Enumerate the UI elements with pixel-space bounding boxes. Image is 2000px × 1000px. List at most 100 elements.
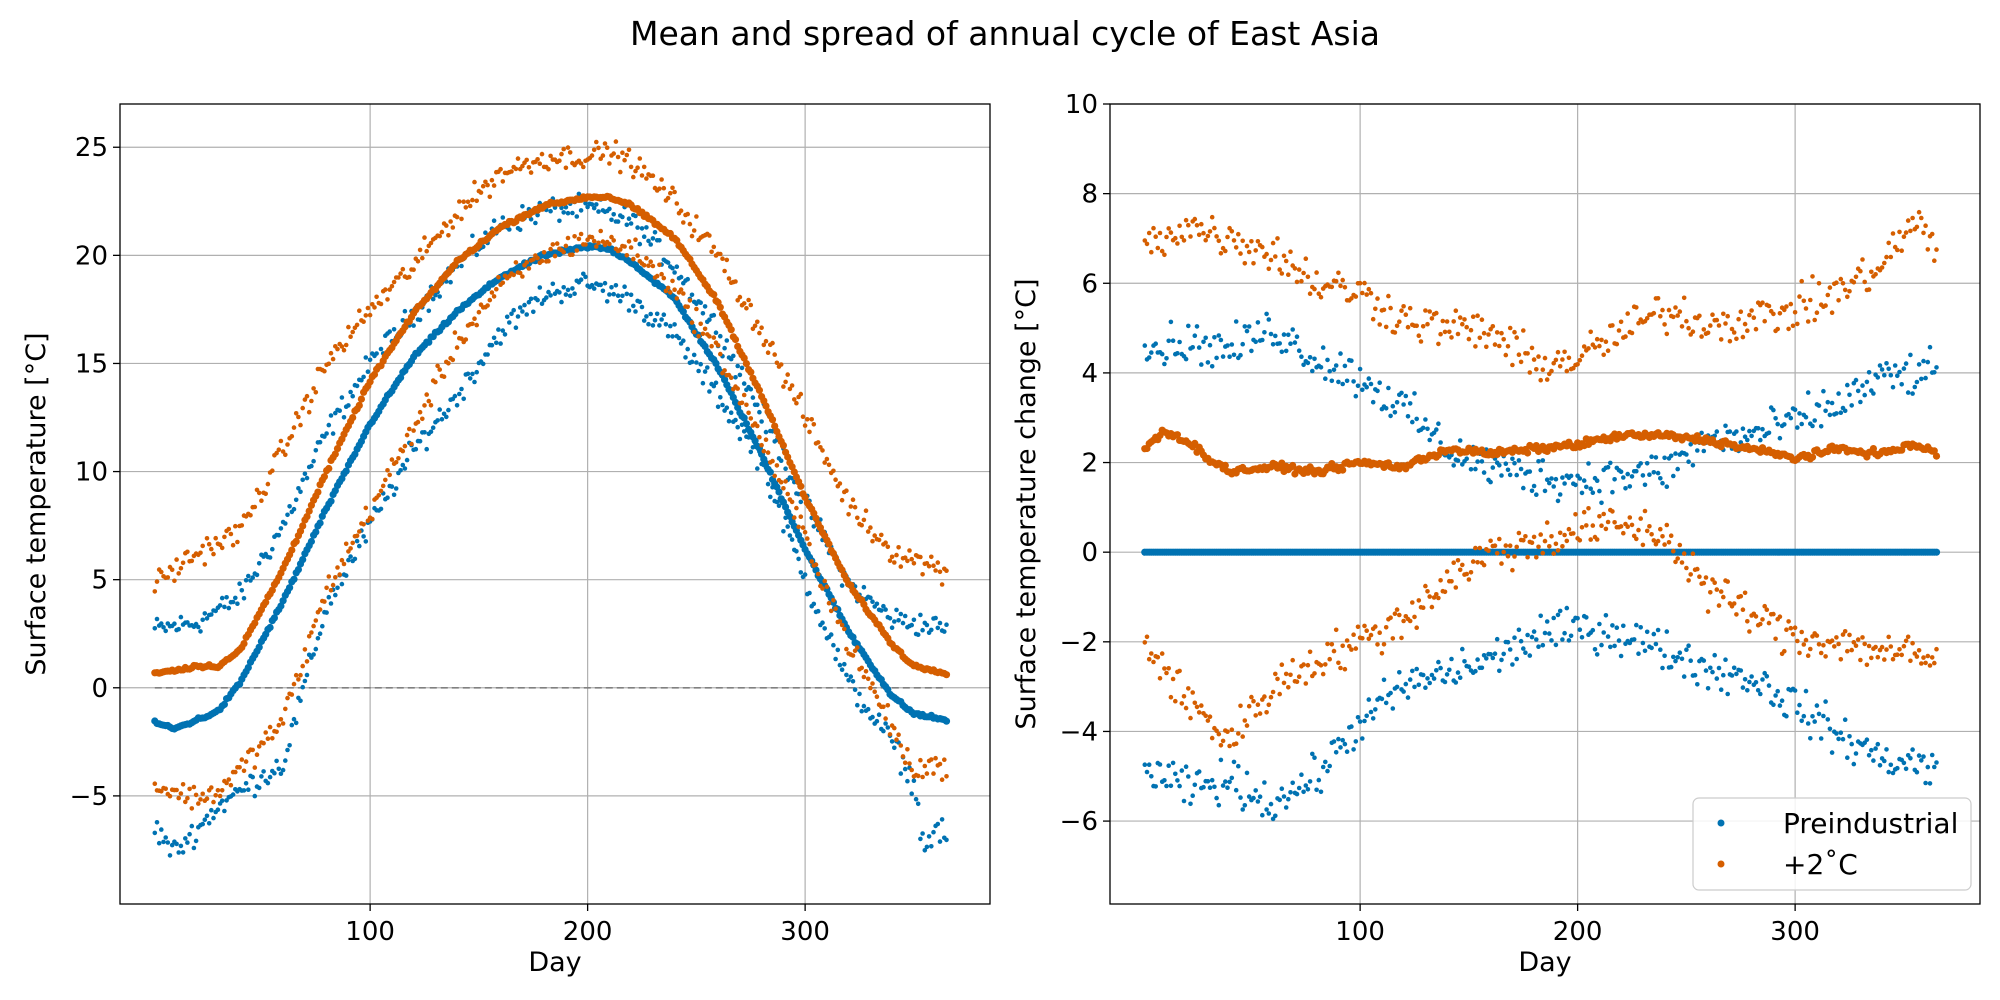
data-point bbox=[1401, 304, 1406, 309]
data-point bbox=[1416, 682, 1422, 688]
data-point bbox=[496, 274, 501, 280]
data-point bbox=[226, 526, 232, 532]
data-point bbox=[1144, 241, 1150, 247]
data-point bbox=[1390, 706, 1396, 711]
data-point bbox=[354, 383, 360, 389]
data-point bbox=[363, 355, 369, 360]
data-point bbox=[222, 534, 227, 540]
data-point bbox=[757, 330, 762, 336]
data-point bbox=[1438, 578, 1443, 583]
data-point bbox=[911, 778, 917, 783]
data-point bbox=[426, 308, 432, 314]
data-point bbox=[1616, 328, 1622, 333]
y-tick-label: −4 bbox=[1060, 717, 1098, 747]
data-point bbox=[298, 422, 303, 428]
data-point bbox=[1442, 589, 1448, 595]
data-point bbox=[1177, 339, 1182, 345]
data-point bbox=[1644, 461, 1650, 466]
data-point bbox=[211, 551, 216, 557]
data-point bbox=[294, 566, 302, 574]
data-point bbox=[1407, 618, 1413, 624]
data-point bbox=[1410, 600, 1415, 605]
data-point bbox=[1244, 328, 1250, 334]
data-point bbox=[1279, 349, 1285, 355]
data-point bbox=[1910, 391, 1915, 396]
data-point bbox=[1173, 235, 1178, 241]
data-point bbox=[509, 311, 514, 317]
data-point bbox=[622, 157, 627, 163]
data-point bbox=[572, 291, 577, 297]
data-point bbox=[1897, 229, 1902, 235]
data-point bbox=[833, 606, 838, 611]
data-point bbox=[557, 290, 562, 295]
data-point bbox=[428, 240, 434, 246]
data-point bbox=[1695, 566, 1700, 572]
data-point bbox=[1658, 647, 1663, 652]
data-point bbox=[1355, 715, 1361, 720]
data-point bbox=[163, 835, 168, 840]
data-point bbox=[1314, 270, 1319, 275]
data-point bbox=[325, 464, 333, 473]
data-point bbox=[1288, 249, 1293, 254]
data-point bbox=[380, 483, 386, 489]
data-point bbox=[1842, 408, 1848, 414]
data-point bbox=[1312, 286, 1317, 292]
data-point bbox=[1579, 525, 1585, 530]
data-point bbox=[1473, 344, 1478, 349]
data-point bbox=[1814, 703, 1820, 708]
data-point bbox=[559, 299, 564, 305]
data-point bbox=[1882, 260, 1887, 266]
data-point bbox=[1205, 779, 1211, 784]
data-point bbox=[1475, 560, 1480, 565]
data-point bbox=[668, 290, 673, 295]
data-point bbox=[1886, 240, 1891, 246]
data-point bbox=[1681, 674, 1687, 679]
data-point bbox=[1209, 214, 1215, 220]
data-point bbox=[1688, 442, 1693, 447]
data-point bbox=[1914, 224, 1920, 230]
data-point bbox=[1901, 760, 1907, 766]
y-tick-label: 15 bbox=[75, 349, 108, 379]
data-point bbox=[342, 467, 350, 475]
data-point bbox=[276, 447, 282, 453]
data-point bbox=[1858, 657, 1863, 663]
data-point bbox=[868, 525, 873, 530]
data-point bbox=[361, 534, 366, 539]
data-point bbox=[1344, 749, 1350, 754]
data-point bbox=[755, 466, 760, 471]
data-point bbox=[1316, 777, 1322, 783]
data-point bbox=[1877, 763, 1883, 768]
data-point bbox=[1238, 795, 1243, 800]
series-mean-points bbox=[151, 242, 951, 733]
data-point bbox=[1758, 621, 1763, 627]
data-point bbox=[1766, 683, 1772, 688]
data-point bbox=[1475, 657, 1480, 662]
data-point bbox=[1581, 344, 1587, 349]
data-point bbox=[1229, 342, 1235, 347]
data-point bbox=[691, 228, 697, 233]
data-point bbox=[905, 558, 910, 564]
data-point bbox=[1249, 239, 1254, 244]
data-point bbox=[1388, 615, 1393, 620]
data-point bbox=[846, 512, 851, 517]
data-point bbox=[180, 782, 186, 787]
data-point bbox=[219, 545, 225, 551]
data-point bbox=[1244, 723, 1250, 728]
data-point bbox=[1144, 769, 1150, 775]
data-point bbox=[1242, 718, 1248, 723]
data-point bbox=[1242, 324, 1248, 329]
data-point bbox=[1577, 538, 1583, 543]
data-point bbox=[1323, 662, 1328, 667]
data-point bbox=[887, 558, 893, 563]
data-point bbox=[1173, 698, 1178, 704]
data-point bbox=[1462, 659, 1467, 664]
data-point bbox=[763, 429, 769, 435]
data-point bbox=[531, 309, 536, 315]
data-point bbox=[1562, 532, 1567, 538]
data-point bbox=[420, 416, 425, 422]
data-point bbox=[611, 212, 616, 217]
data-point bbox=[1523, 534, 1528, 539]
data-point bbox=[1273, 671, 1278, 677]
data-point bbox=[176, 850, 181, 855]
data-point bbox=[1634, 305, 1639, 310]
